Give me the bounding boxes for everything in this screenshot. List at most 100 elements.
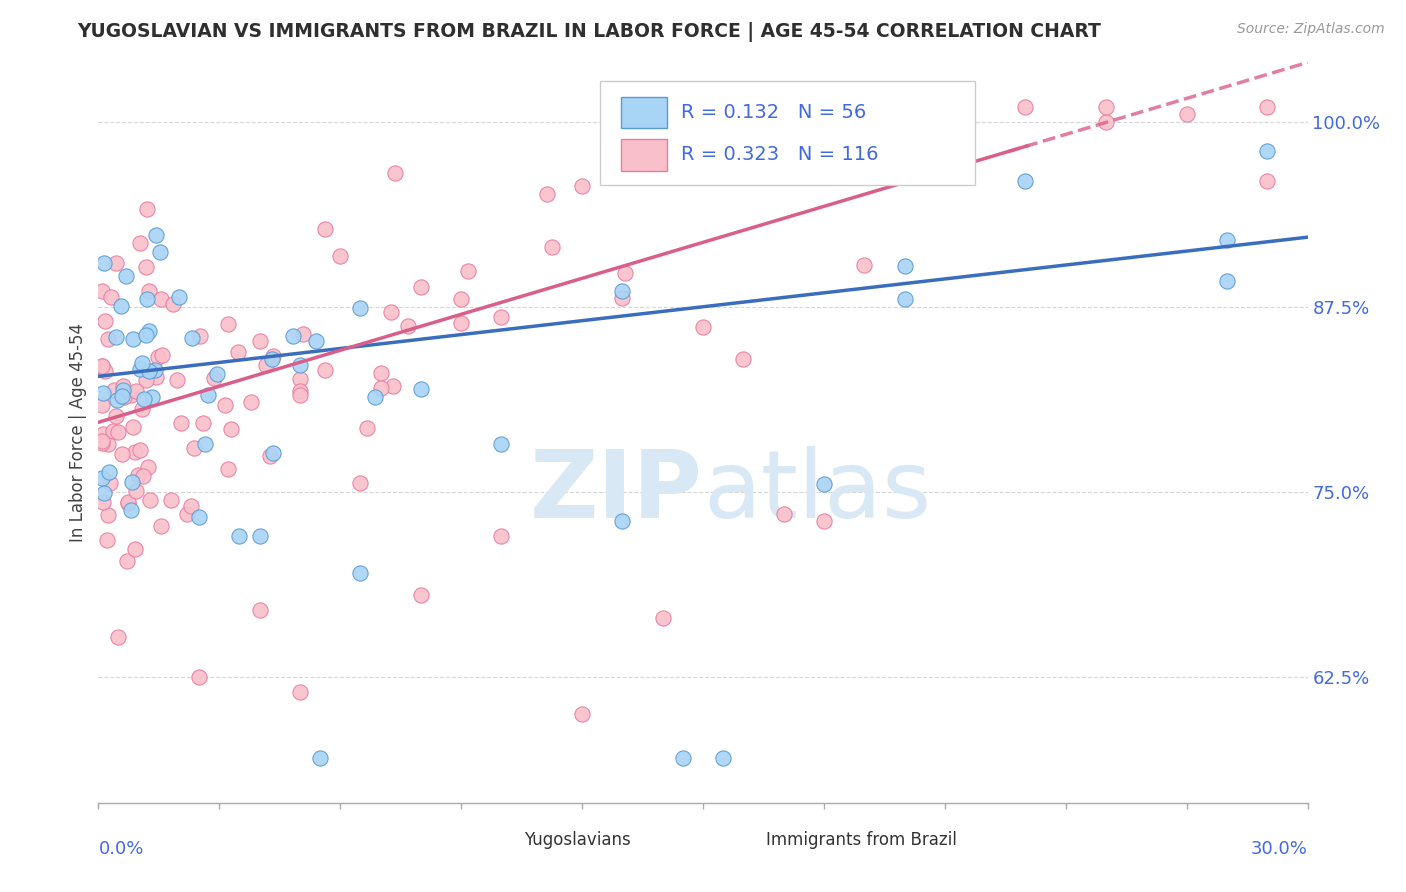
Yugoslavians (491, 437, 513, 451)
Immigrants from Brazil (166, 373, 188, 387)
Immigrants from Brazil (536, 186, 558, 201)
Immigrants from Brazil (107, 425, 129, 439)
FancyBboxPatch shape (600, 81, 976, 185)
Yugoslavians (349, 301, 371, 316)
Yugoslavians (1216, 233, 1239, 247)
Immigrants from Brazil (1095, 114, 1118, 128)
Immigrants from Brazil (135, 260, 157, 275)
Immigrants from Brazil (612, 291, 634, 305)
Immigrants from Brazil (91, 426, 114, 441)
Yugoslavians (651, 154, 673, 169)
Immigrants from Brazil (91, 436, 114, 450)
Immigrants from Brazil (491, 529, 513, 543)
Immigrants from Brazil (96, 332, 118, 346)
Immigrants from Brazil (772, 100, 794, 114)
Immigrants from Brazil (91, 359, 114, 373)
Immigrants from Brazil (356, 421, 378, 435)
Yugoslavians (134, 328, 156, 343)
Yugoslavians (110, 299, 132, 313)
Yugoslavians (104, 330, 127, 344)
Yugoslavians (409, 383, 432, 397)
Immigrants from Brazil (733, 351, 755, 366)
Yugoslavians (138, 363, 160, 377)
Yugoslavians (114, 268, 136, 283)
Immigrants from Brazil (219, 422, 242, 436)
Text: R = 0.323   N = 116: R = 0.323 N = 116 (682, 145, 879, 164)
Immigrants from Brazil (122, 420, 145, 434)
Immigrants from Brazil (1175, 107, 1198, 121)
Immigrants from Brazil (117, 495, 139, 509)
Immigrants from Brazil (112, 390, 135, 404)
Immigrants from Brazil (146, 350, 169, 364)
Immigrants from Brazil (329, 249, 352, 263)
Yugoslavians (122, 332, 145, 346)
Immigrants from Brazil (1256, 174, 1278, 188)
Immigrants from Brazil (150, 348, 173, 362)
Text: Source: ZipAtlas.com: Source: ZipAtlas.com (1237, 22, 1385, 37)
Text: 30.0%: 30.0% (1251, 840, 1308, 858)
Immigrants from Brazil (457, 264, 479, 278)
Yugoslavians (1014, 174, 1036, 188)
Immigrants from Brazil (613, 266, 636, 280)
Yugoslavians (1216, 274, 1239, 288)
Immigrants from Brazil (124, 445, 146, 459)
Immigrants from Brazil (571, 706, 593, 721)
Immigrants from Brazil (98, 475, 121, 490)
Yugoslavians (672, 751, 695, 765)
Yugoslavians (612, 284, 634, 298)
Yugoslavians (134, 392, 156, 406)
Yugoslavians (91, 470, 114, 484)
Immigrants from Brazil (107, 630, 129, 644)
Immigrants from Brazil (396, 319, 419, 334)
Immigrants from Brazil (1256, 100, 1278, 114)
Immigrants from Brazil (193, 416, 215, 430)
Immigrants from Brazil (124, 542, 146, 557)
Immigrants from Brazil (409, 280, 432, 294)
Immigrants from Brazil (256, 359, 278, 373)
Immigrants from Brazil (651, 611, 673, 625)
Immigrants from Brazil (1014, 100, 1036, 114)
Immigrants from Brazil (169, 416, 191, 430)
Yugoslavians (612, 515, 634, 529)
Immigrants from Brazil (176, 507, 198, 521)
Immigrants from Brazil (202, 371, 225, 385)
Immigrants from Brazil (180, 499, 202, 513)
Immigrants from Brazil (249, 603, 271, 617)
Yugoslavians (141, 390, 163, 404)
Yugoslavians (262, 352, 284, 367)
Immigrants from Brazil (129, 235, 152, 250)
Immigrants from Brazil (91, 359, 114, 373)
Yugoslavians (107, 392, 129, 407)
Yugoslavians (143, 363, 166, 377)
Immigrants from Brazil (288, 384, 311, 398)
Yugoslavians (149, 244, 172, 259)
Immigrants from Brazil (291, 326, 314, 341)
FancyBboxPatch shape (485, 829, 512, 852)
Immigrants from Brazil (149, 292, 172, 306)
Immigrants from Brazil (91, 398, 114, 412)
Immigrants from Brazil (1095, 100, 1118, 114)
Yugoslavians (205, 367, 228, 381)
Immigrants from Brazil (97, 437, 120, 451)
Yugoslavians (309, 751, 332, 765)
Immigrants from Brazil (94, 314, 117, 328)
Immigrants from Brazil (120, 388, 142, 402)
Immigrants from Brazil (91, 284, 114, 298)
Immigrants from Brazil (162, 296, 184, 310)
Immigrants from Brazil (370, 381, 392, 395)
Immigrants from Brazil (125, 384, 148, 398)
Yugoslavians (364, 390, 387, 404)
Yugoslavians (180, 331, 202, 345)
Immigrants from Brazil (853, 258, 876, 272)
Immigrants from Brazil (139, 492, 162, 507)
FancyBboxPatch shape (621, 139, 666, 170)
Yugoslavians (813, 477, 835, 491)
Immigrants from Brazil (127, 467, 149, 482)
Immigrants from Brazil (135, 373, 157, 387)
Immigrants from Brazil (149, 518, 172, 533)
Yugoslavians (711, 751, 734, 765)
FancyBboxPatch shape (727, 829, 754, 852)
Yugoslavians (188, 510, 211, 524)
Yugoslavians (93, 386, 115, 401)
Yugoslavians (1256, 145, 1278, 159)
